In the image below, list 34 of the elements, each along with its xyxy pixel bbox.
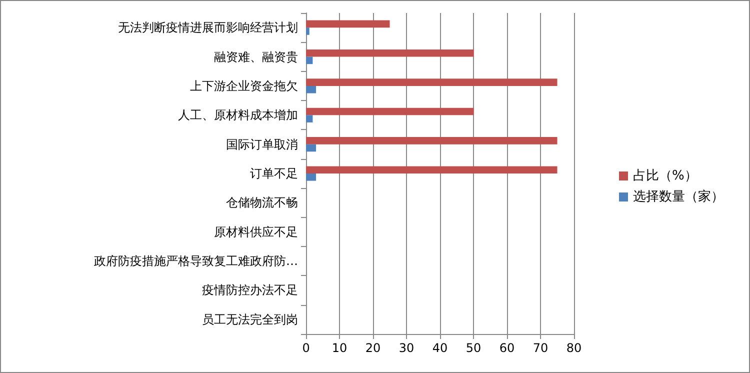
x-tick-label: 70 [532, 341, 548, 355]
x-tick-label: 60 [499, 341, 515, 355]
bar [306, 20, 390, 28]
bar [306, 28, 310, 35]
y-tick-label: 疫情防控办法不足 [202, 283, 298, 298]
bar [306, 49, 474, 57]
legend-label: 占比（%） [633, 168, 698, 184]
y-tick-label: 员工无法完全到岗 [202, 312, 298, 326]
x-tick-label: 40 [432, 341, 448, 355]
y-tick-label: 订单不足 [250, 166, 298, 180]
y-tick-label: 融资难、融资贵 [214, 50, 298, 64]
x-tick-label: 0 [302, 341, 310, 355]
legend-label: 选择数量（家） [633, 188, 724, 204]
y-tick-label: 政府防疫措施严格导致复工难政府防… [94, 254, 298, 268]
bar [306, 174, 316, 181]
y-tick-label: 国际订单取消 [226, 137, 298, 152]
x-tick-label: 50 [466, 341, 482, 355]
y-tick-label: 原材料供应不足 [214, 224, 298, 239]
bar [306, 166, 558, 174]
bar [306, 144, 316, 152]
bar [306, 78, 558, 86]
bar [306, 86, 316, 94]
bar [306, 115, 313, 122]
y-tick-label: 仓储物流不畅 [226, 196, 298, 210]
y-tick-label: 上下游企业资金拖欠 [190, 78, 298, 93]
x-tick-label: 20 [365, 341, 381, 355]
x-tick-label: 10 [332, 341, 348, 355]
x-tick-label: 80 [566, 341, 582, 355]
bar [306, 108, 474, 116]
bar [306, 56, 313, 64]
bar [306, 137, 558, 144]
x-tick-label: 30 [398, 341, 414, 355]
y-tick-label: 无法判断疫情进展而影响经营计划 [118, 20, 298, 35]
y-tick-label: 人工、原材料成本增加 [178, 108, 298, 122]
